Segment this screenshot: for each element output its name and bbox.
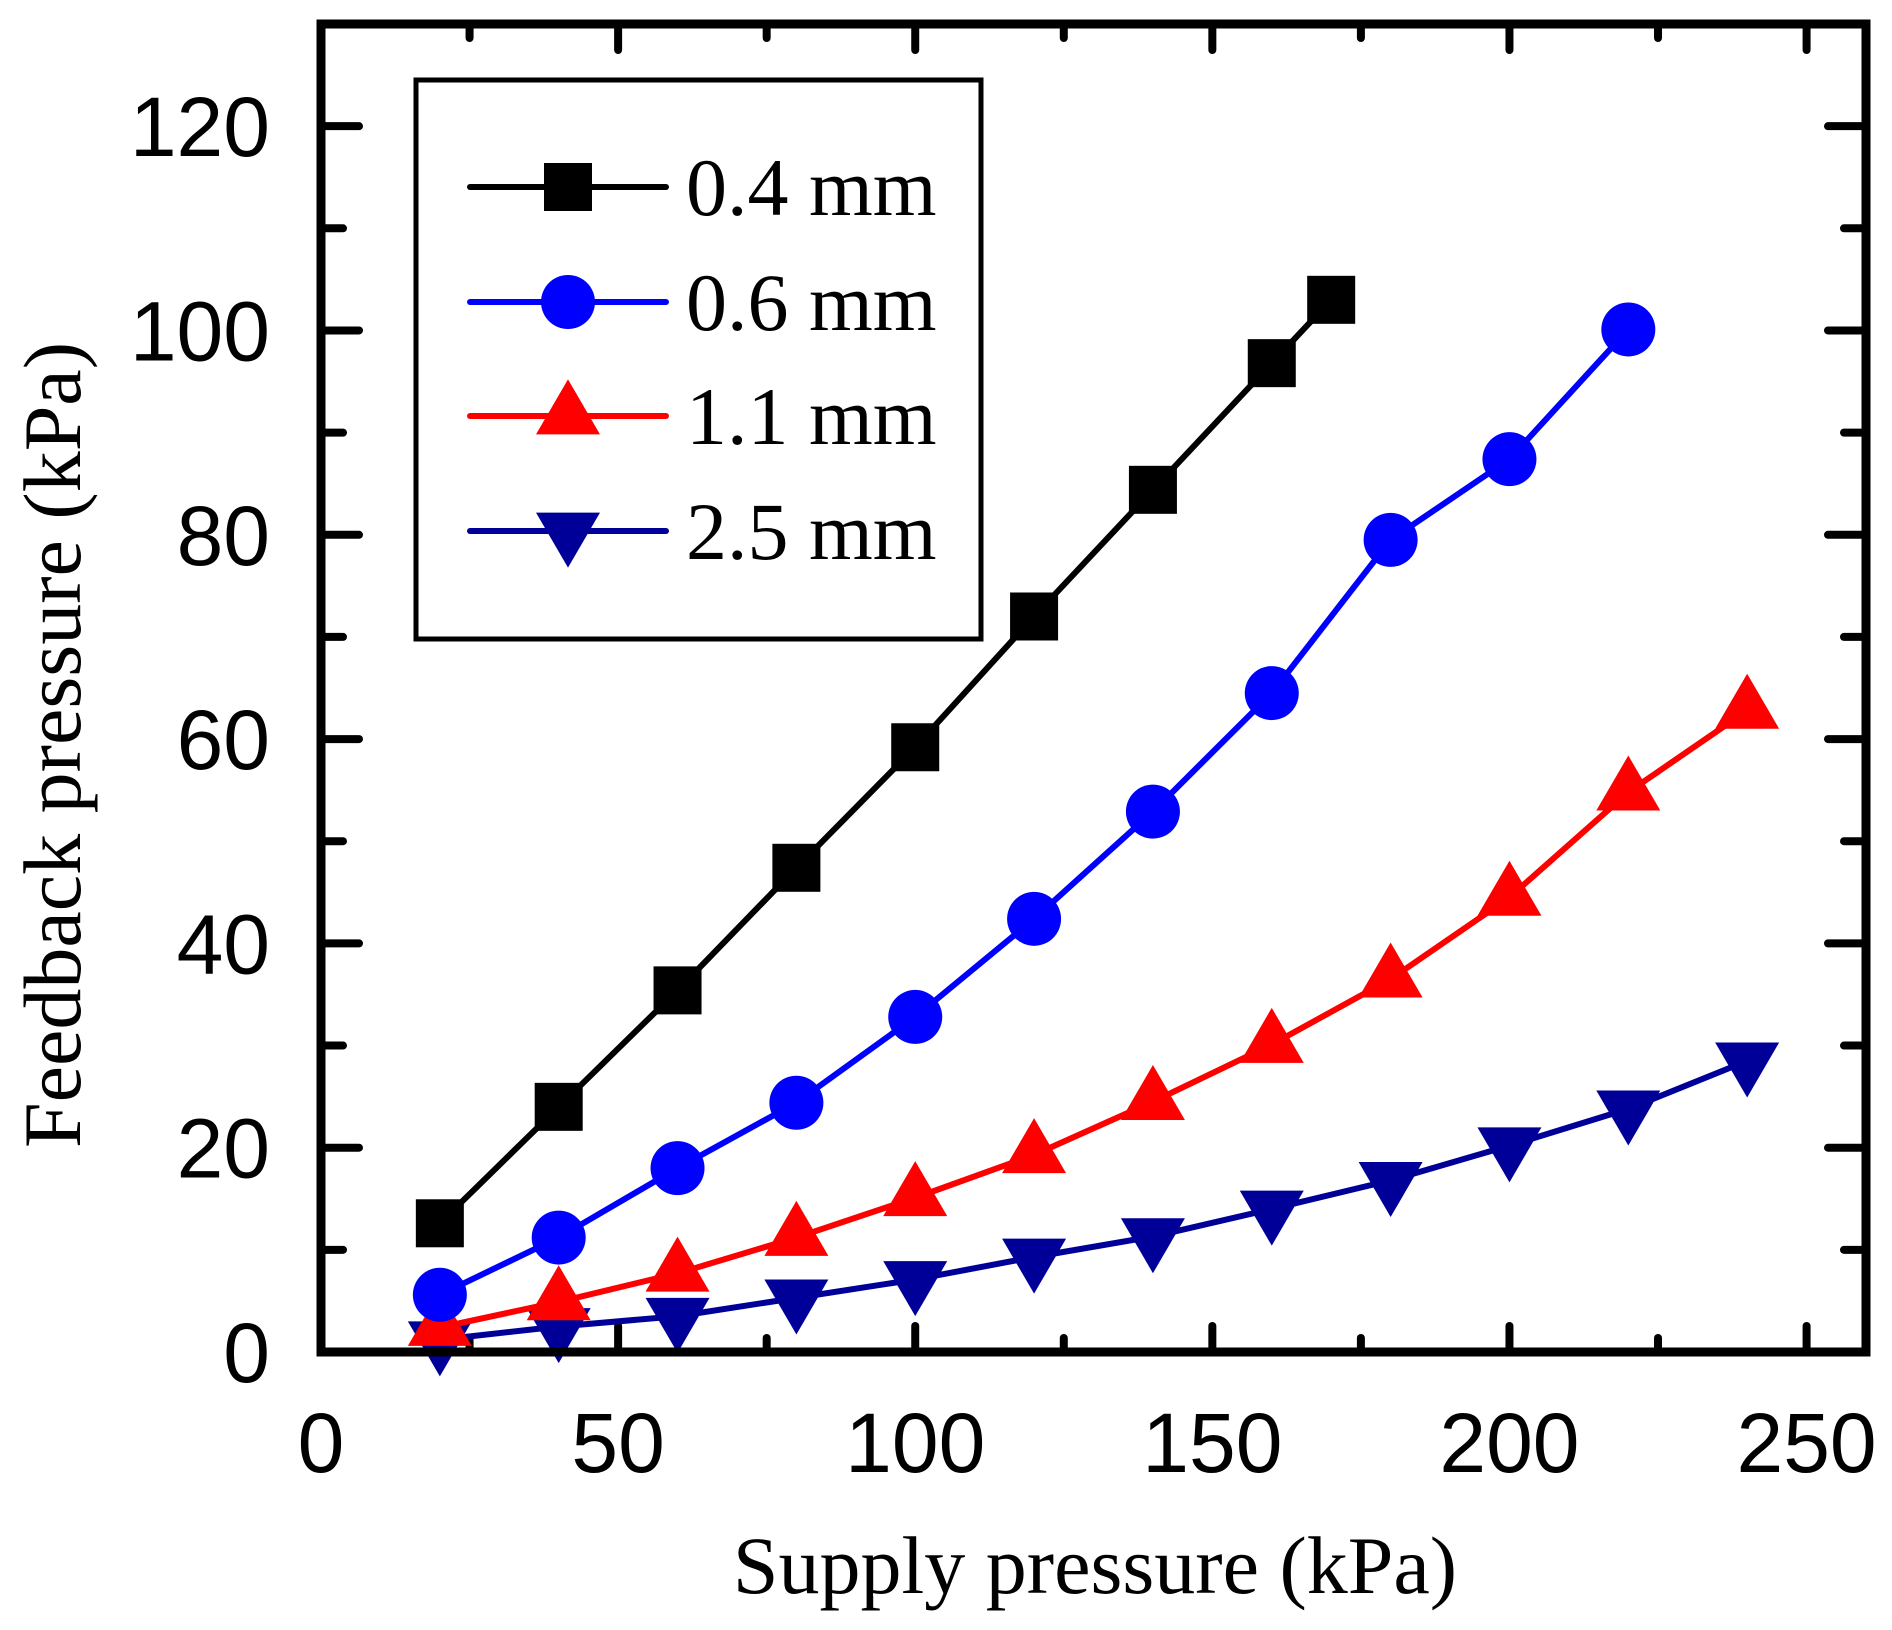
- y-tick-label: 0: [223, 1306, 270, 1400]
- legend-label: 0.4 mm: [686, 142, 937, 233]
- legend-label: 0.6 mm: [686, 257, 937, 348]
- data-point: [526, 1308, 591, 1364]
- data-point: [772, 843, 821, 892]
- legend-entry: 2.5 mm: [467, 486, 937, 577]
- series-line: [439, 1058, 1749, 1343]
- y-tick-label: 20: [177, 1102, 270, 1196]
- data-point: [1477, 860, 1542, 916]
- y-tick-label: 80: [177, 489, 270, 583]
- data-point: [1715, 1042, 1780, 1098]
- data-point: [883, 1161, 948, 1217]
- data-point: [1120, 1065, 1185, 1121]
- legend-marker: [544, 163, 592, 211]
- data-point: [1715, 673, 1780, 729]
- series-0-4-mm-group: [415, 275, 1356, 1248]
- tick-labels: 0 50 100 150 200 250 0 20 40 60 80 100 120: [130, 80, 1877, 1490]
- data-point: [769, 1075, 824, 1130]
- legend-label: 1.1 mm: [686, 371, 937, 462]
- legend-label: 2.5 mm: [686, 486, 937, 577]
- data-point: [1010, 592, 1059, 641]
- y-tick-label: 120: [130, 80, 270, 174]
- data-point: [891, 723, 940, 772]
- data-point: [1601, 302, 1656, 357]
- data-point: [764, 1279, 829, 1335]
- data-point: [1125, 784, 1180, 839]
- data-point: [1477, 1127, 1542, 1183]
- legend: 0.4 mm 0.6 mm 1.1 mm 2.5 mm: [413, 77, 984, 642]
- data-point: [1239, 1007, 1304, 1063]
- data-point: [1363, 512, 1418, 567]
- data-point: [645, 1297, 710, 1353]
- data-point: [1482, 432, 1537, 487]
- y-tick-label: 100: [130, 284, 270, 378]
- legend-marker: [541, 275, 595, 329]
- y-tick-label: 60: [177, 693, 270, 787]
- data-point: [764, 1200, 829, 1256]
- legend-entry: 1.1 mm: [467, 371, 937, 462]
- legend-entry: 0.4 mm: [467, 142, 937, 233]
- x-tick-label: 150: [1142, 1396, 1282, 1490]
- data-point: [650, 1141, 705, 1196]
- data-point: [1307, 275, 1356, 324]
- x-tick-label: 50: [571, 1396, 664, 1490]
- data-point: [1358, 942, 1423, 998]
- data-point: [1596, 755, 1661, 811]
- series-2-5-mm-group: [407, 1042, 1780, 1377]
- data-point: [1120, 1218, 1185, 1274]
- data-point: [534, 1082, 583, 1131]
- data-point: [1128, 465, 1177, 514]
- data-point: [1358, 1162, 1423, 1218]
- data-point: [1244, 666, 1299, 721]
- x-axis-title: Supply pressure (kPa): [733, 1520, 1457, 1611]
- data-point: [415, 1199, 464, 1248]
- data-point: [645, 1236, 710, 1292]
- data-point: [526, 1265, 591, 1321]
- plot-frame: [316, 19, 1871, 1357]
- series-line: [439, 708, 1749, 1331]
- x-tick-label: 200: [1439, 1396, 1579, 1490]
- data-point: [1007, 891, 1062, 946]
- legend-box: [413, 77, 984, 642]
- data-point: [888, 989, 943, 1044]
- legend-entry: 0.6 mm: [467, 257, 937, 348]
- y-axis-title: Feedback pressure (kPa): [7, 342, 98, 1148]
- plot-series: [407, 275, 1780, 1377]
- legend-marker: [536, 512, 600, 568]
- x-tick-label: 100: [845, 1396, 985, 1490]
- data-point: [412, 1267, 467, 1322]
- data-point: [1247, 339, 1296, 388]
- x-tick-label: 250: [1736, 1396, 1876, 1490]
- legend-marker: [536, 379, 600, 435]
- series-0-6-mm-group: [412, 302, 1656, 1322]
- y-tick-label: 40: [177, 897, 270, 991]
- data-point: [653, 966, 702, 1015]
- data-point: [883, 1261, 948, 1317]
- data-point: [1002, 1118, 1067, 1174]
- data-point: [1596, 1090, 1661, 1146]
- x-tick-label: 0: [298, 1396, 345, 1490]
- data-point: [1002, 1238, 1067, 1294]
- data-point: [531, 1210, 586, 1265]
- data-point: [1239, 1190, 1304, 1246]
